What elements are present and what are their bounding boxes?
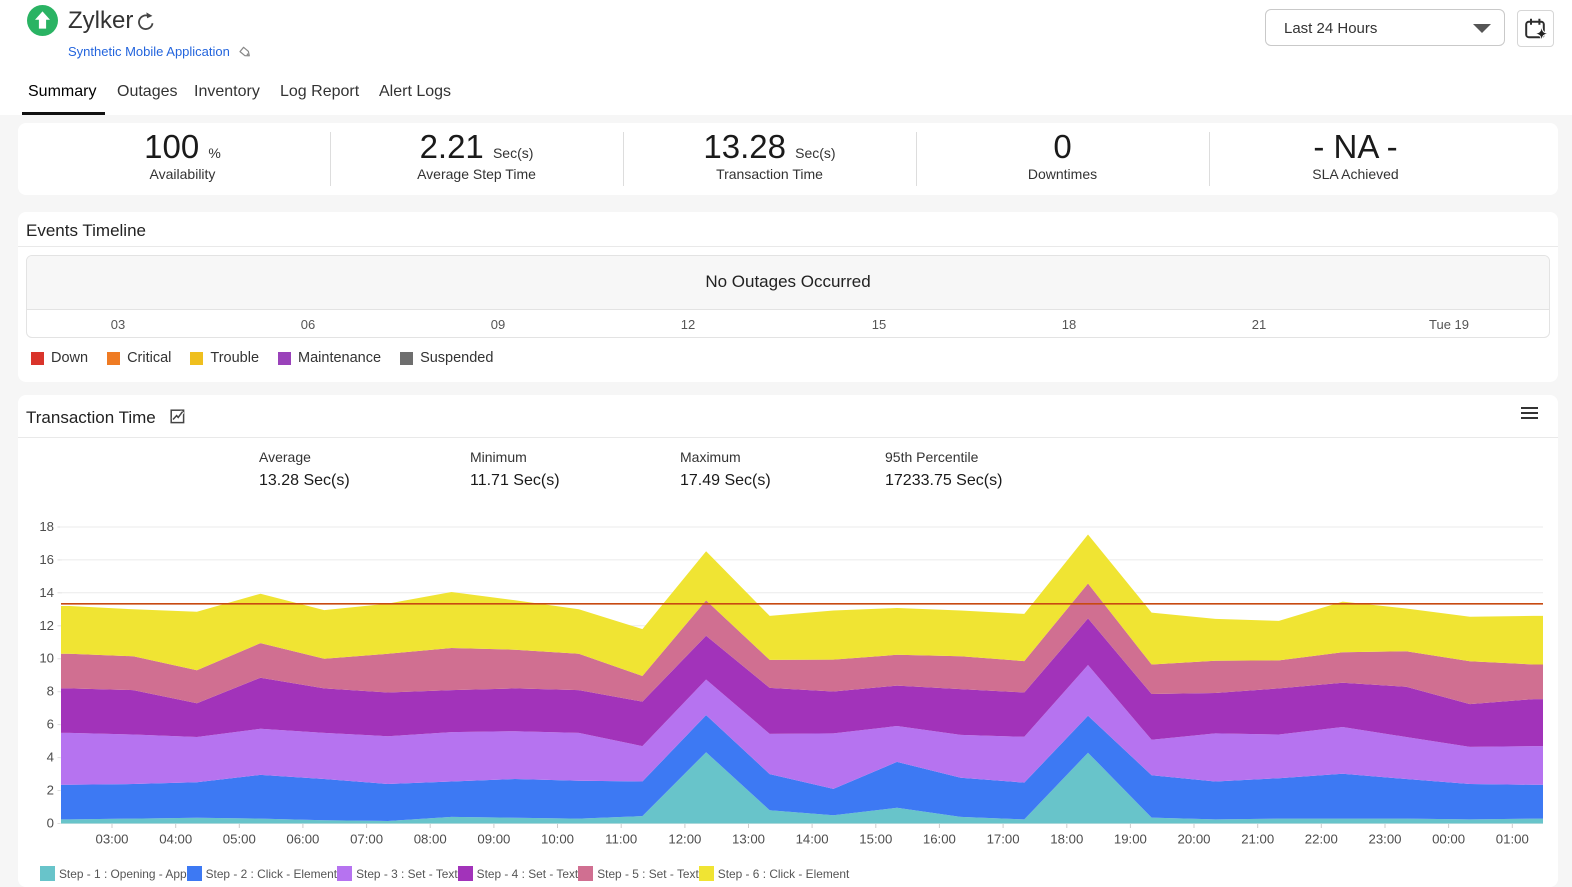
svg-text:18:00: 18:00 [1050, 832, 1083, 847]
svg-text:16:00: 16:00 [923, 832, 956, 847]
svg-text:6: 6 [47, 717, 54, 732]
svg-text:8: 8 [47, 684, 54, 699]
svg-text:12: 12 [39, 618, 54, 633]
svg-text:14: 14 [39, 585, 54, 600]
svg-text:06:00: 06:00 [286, 832, 319, 847]
svg-text:15:00: 15:00 [859, 832, 892, 847]
svg-text:14:00: 14:00 [796, 832, 829, 847]
svg-text:10: 10 [39, 651, 54, 666]
svg-text:12:00: 12:00 [668, 832, 701, 847]
svg-text:11:00: 11:00 [605, 832, 637, 847]
svg-text:4: 4 [47, 750, 54, 765]
svg-text:16: 16 [39, 552, 54, 567]
svg-text:04:00: 04:00 [159, 832, 192, 847]
svg-text:01:00: 01:00 [1496, 832, 1529, 847]
svg-text:08:00: 08:00 [414, 832, 447, 847]
svg-text:19:00: 19:00 [1114, 832, 1147, 847]
svg-text:10:00: 10:00 [541, 832, 574, 847]
svg-text:00:00: 00:00 [1432, 832, 1465, 847]
svg-text:07:00: 07:00 [350, 832, 383, 847]
svg-text:18: 18 [39, 519, 54, 534]
svg-text:20:00: 20:00 [1177, 832, 1210, 847]
svg-text:09:00: 09:00 [477, 832, 510, 847]
svg-text:22:00: 22:00 [1305, 832, 1338, 847]
svg-text:05:00: 05:00 [223, 832, 256, 847]
svg-text:21:00: 21:00 [1241, 832, 1274, 847]
svg-text:2: 2 [47, 782, 54, 797]
svg-text:03:00: 03:00 [95, 832, 128, 847]
svg-text:23:00: 23:00 [1368, 832, 1401, 847]
svg-text:17:00: 17:00 [987, 832, 1020, 847]
svg-text:13:00: 13:00 [732, 832, 765, 847]
svg-text:0: 0 [47, 815, 54, 830]
